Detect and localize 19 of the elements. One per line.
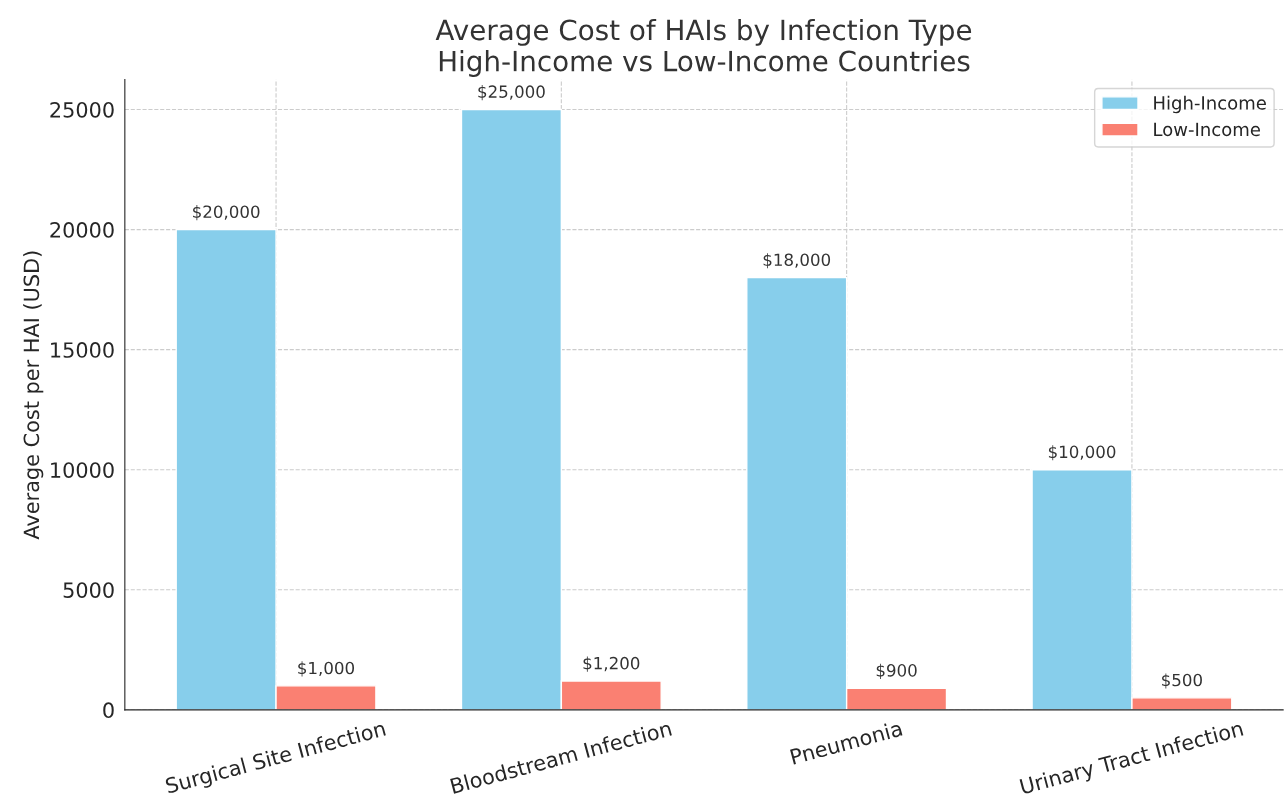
y-tick-label: 25000: [50, 101, 114, 118]
data-label: $900: [876, 663, 917, 679]
y-tick-label: 5000: [63, 582, 114, 598]
data-label: $10,000: [1048, 445, 1116, 461]
legend-label: Low-Income: [1154, 122, 1260, 137]
data-label: $18,000: [763, 253, 831, 269]
legend-label: High-Income: [1154, 95, 1266, 114]
y-tick-label: 15000: [51, 342, 114, 358]
y-tick-label: 20000: [50, 222, 114, 238]
data-label: $25,000: [478, 85, 545, 101]
data-label: $500: [1162, 673, 1202, 689]
data-label: $1,200: [583, 656, 640, 672]
y-axis-title: Average Cost per HAI (USD): [23, 251, 44, 540]
chart-title: Average Cost of HAIs by Infection Type High-Income vs Low-Income Countries: [435, 18, 972, 77]
y-tick-label: 0: [103, 702, 114, 719]
y-tick-label: 10000: [51, 462, 114, 478]
x-tick-label: Urinary Tract Infection: [1019, 720, 1245, 799]
data-label: $20,000: [193, 205, 260, 221]
data-label: $1,000: [298, 661, 355, 677]
